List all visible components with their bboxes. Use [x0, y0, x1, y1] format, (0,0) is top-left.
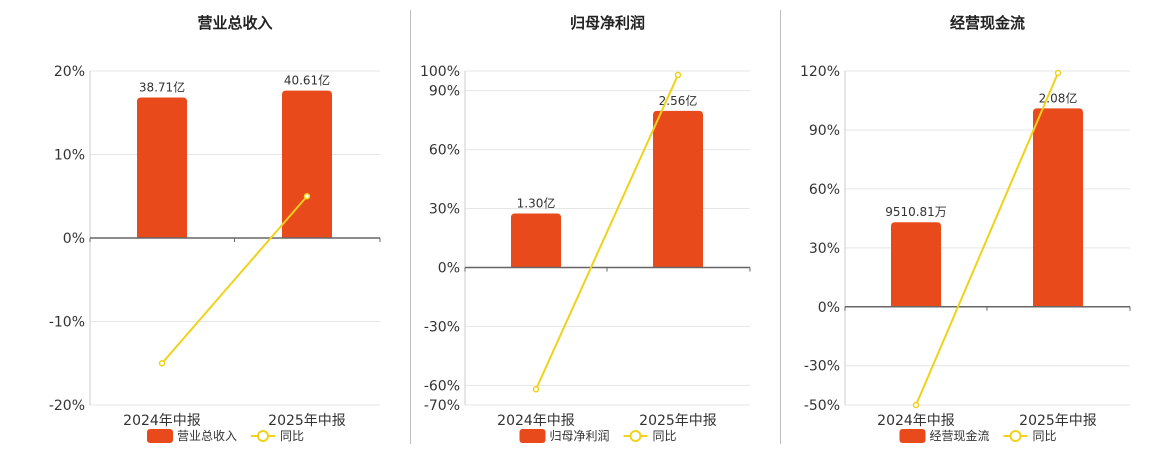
x-category-label: 2024年中报: [877, 413, 955, 429]
chart-title: 归母净利润: [570, 14, 645, 32]
y-tick-label: 90%: [809, 123, 840, 139]
legend-line-marker: [1009, 430, 1022, 442]
bar[interactable]: [653, 110, 703, 268]
bar[interactable]: [511, 213, 561, 268]
panel-divider: [780, 10, 781, 444]
y-tick-label: 100%: [420, 64, 460, 80]
yoy-point[interactable]: [158, 360, 166, 367]
bar-value-label: 38.71亿: [139, 79, 185, 94]
bar-value-label: 1.30亿: [517, 196, 556, 211]
legend-bar-swatch: [147, 429, 173, 443]
y-tick-label: 10%: [54, 148, 85, 164]
legend-bar-label: 经营现金流: [930, 428, 990, 443]
yoy-point[interactable]: [532, 386, 540, 393]
yoy-line: [161, 195, 308, 364]
y-tick-label: -30%: [424, 319, 460, 335]
x-category-label: 2025年中报: [268, 413, 346, 429]
y-tick-label: -20%: [49, 398, 85, 414]
y-tick-label: 0%: [818, 300, 840, 316]
chart-2: 归母净利润100%90%60%30%0%-30%-60%-70%1.30亿2.5…: [420, 14, 751, 443]
y-tick-label: 60%: [429, 143, 460, 159]
y-tick-label: -30%: [804, 359, 840, 375]
x-category-label: 2025年中报: [639, 413, 717, 429]
legend-line-label: 同比: [653, 429, 677, 443]
y-tick-label: -50%: [804, 398, 840, 414]
chart-title: 营业总收入: [197, 14, 272, 32]
yoy-line: [915, 72, 1059, 406]
y-tick-label: 0%: [63, 231, 85, 247]
y-tick-label: 0%: [438, 260, 460, 276]
y-tick-label: 60%: [809, 182, 840, 198]
y-tick-label: 120%: [800, 64, 840, 80]
bar[interactable]: [137, 97, 187, 238]
legend-bar-swatch: [899, 429, 926, 443]
y-tick-label: -60%: [424, 378, 460, 394]
y-tick-label: 90%: [429, 84, 460, 100]
yoy-point[interactable]: [303, 193, 311, 200]
y-tick-label: -10%: [49, 315, 85, 331]
chart-3: 经营现金流120%90%60%30%0%-30%-50%9510.81万2.08…: [800, 14, 1131, 443]
x-category-label: 2024年中报: [497, 413, 575, 429]
chart-title: 经营现金流: [950, 14, 1025, 32]
yoy-point[interactable]: [674, 71, 682, 79]
legend: 经营现金流 同比: [899, 428, 1057, 443]
yoy-point[interactable]: [912, 401, 920, 409]
legend: 归母净利润 同比: [519, 429, 677, 443]
panel-divider: [410, 10, 411, 444]
legend-line-label: 同比: [280, 429, 304, 443]
yoy-point[interactable]: [1054, 69, 1062, 77]
x-category-label: 2024年中报: [123, 413, 201, 429]
legend-bar-label: 营业总收入: [177, 429, 237, 443]
x-category-label: 2025年中报: [1019, 413, 1097, 429]
y-tick-label: 30%: [429, 202, 460, 218]
legend-line-label: 同比: [1033, 429, 1057, 443]
chart-1: 营业总收入 20% 10% 0% -10% -20% 38.71亿 40.61亿 2024年中报…: [49, 14, 381, 443]
bar[interactable]: [282, 90, 332, 238]
legend: 营业总收入 同比: [147, 429, 304, 443]
legend-line-marker: [629, 430, 642, 442]
legend-bar-label: 归母净利润: [550, 429, 610, 443]
bar-value-label: 40.61亿: [284, 73, 330, 88]
bar[interactable]: [1033, 108, 1083, 307]
legend-line-marker: [257, 430, 269, 442]
bar-value-label: 9510.81万: [885, 205, 947, 219]
bar[interactable]: [891, 222, 941, 307]
legend-bar-swatch: [519, 429, 546, 443]
y-tick-label: 30%: [809, 241, 840, 257]
y-tick-label: -70%: [424, 398, 460, 414]
y-tick-label: 20%: [54, 64, 85, 80]
yoy-line: [535, 74, 679, 390]
